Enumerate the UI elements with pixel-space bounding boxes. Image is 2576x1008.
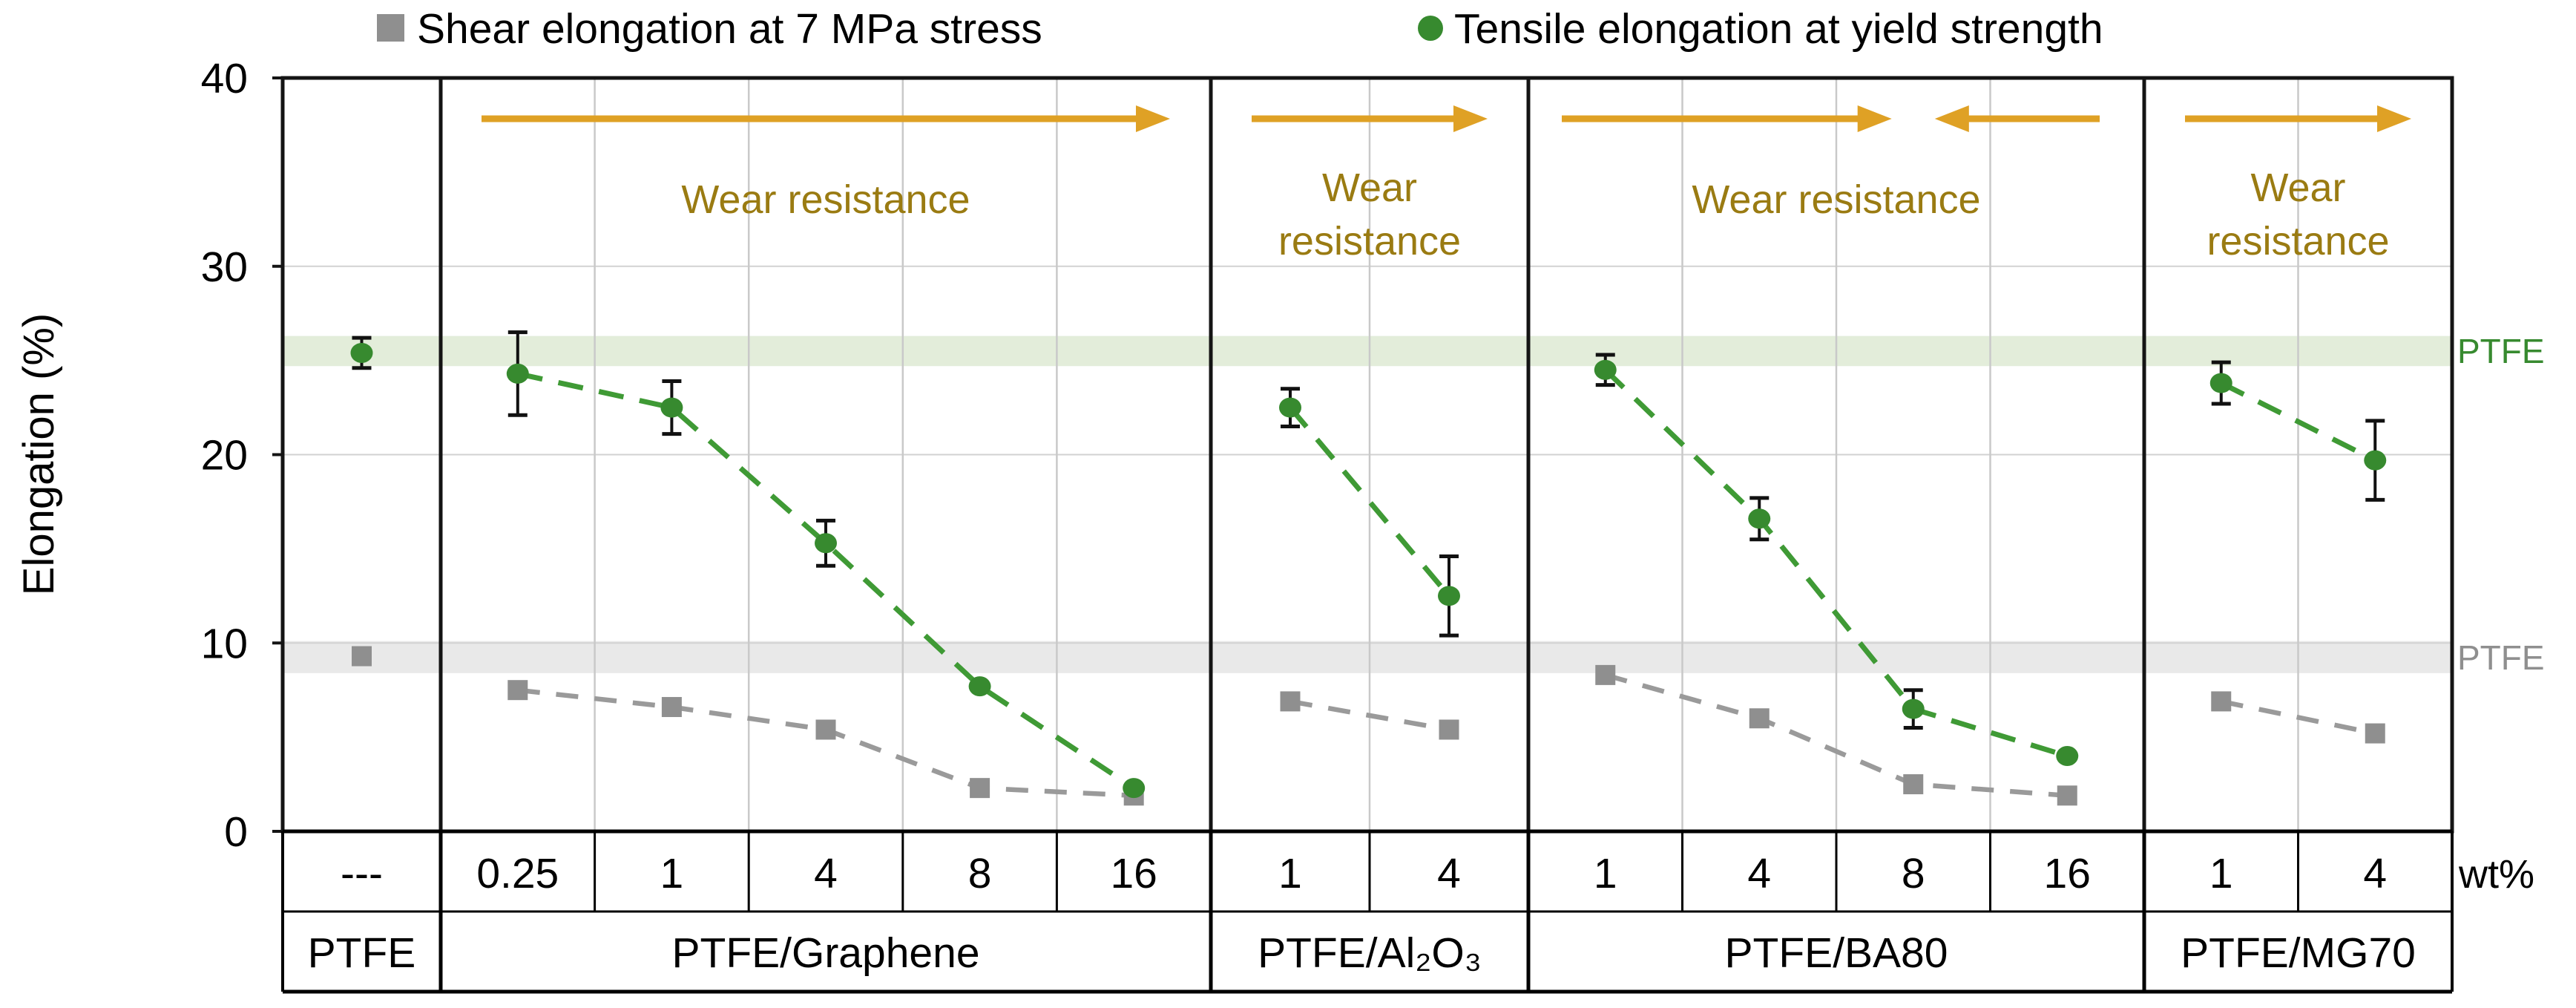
tensile-point (2209, 373, 2232, 393)
wt-value-cell: 4 (1437, 850, 1461, 897)
wt-value-cell: --- (341, 850, 383, 897)
wt-value-cell: 4 (1747, 850, 1771, 897)
legend-tensile-label: Tensile elongation at yield strength (1454, 5, 2103, 53)
material-cell: PTFE/Graphene (671, 929, 979, 977)
tensile-point (815, 533, 837, 554)
y-tick-label: 0 (224, 808, 248, 856)
reference-band-shear (283, 641, 2452, 673)
wear-arrow-left-icon (1934, 105, 1969, 132)
reference-band-label-shear: PTFE (2457, 638, 2545, 677)
wear-annotation: resistance (2207, 219, 2389, 264)
shear-point (1903, 774, 1924, 795)
shear-point (815, 719, 836, 740)
tensile-point (968, 676, 991, 697)
tensile-point (1438, 586, 1460, 606)
wt-value-cell: 1 (2209, 850, 2233, 897)
wear-arrow-right-icon (1136, 105, 1170, 132)
material-cell: PTFE (308, 929, 416, 977)
wear-arrow-right-icon (1453, 105, 1488, 132)
wt-value-cell: 4 (2363, 850, 2387, 897)
shear-point (507, 680, 528, 701)
shear-line (1604, 672, 2068, 799)
shear-point (1749, 708, 1770, 729)
shear-point (1595, 664, 1616, 685)
wear-annotation: Wear resistance (1692, 177, 1980, 222)
wear-annotation: Wear (2250, 166, 2345, 210)
layer-y-ticks: 40 30 20 10 0 (201, 55, 283, 856)
shear-point (352, 646, 372, 667)
material-cell: PTFE/BA80 (1725, 929, 1948, 977)
layer-wear-annotations: Wear resistance Wear resistance Wear resist… (482, 105, 2411, 264)
shear-point (1439, 719, 1459, 740)
y-tick-label: 10 (201, 620, 248, 667)
layer-data-series (350, 330, 2387, 806)
shear-line (1289, 698, 1450, 733)
tensile-point (1123, 778, 1146, 799)
tensile-point (1902, 698, 1925, 719)
shear-point (1280, 691, 1301, 712)
shear-point (2057, 785, 2077, 806)
layer-bottom-table: --- PTFE 0.25 1 4 8 16 PTFE/Graphene 1 4 PTFE/Al₂O… (281, 829, 2454, 994)
wt-value-cell: 1 (1594, 850, 1617, 897)
legend-shear-square-icon (377, 14, 404, 42)
tensile-line (517, 370, 1136, 791)
y-axis-title: Elongation (%) (15, 313, 63, 595)
wear-arrow-right-icon (1857, 105, 1892, 132)
wt-value-cell: 1 (660, 850, 684, 897)
shear-line (2221, 698, 2376, 736)
layer-reference-bands (283, 336, 2452, 673)
tensile-line (2220, 380, 2376, 463)
chart-generated-layers: Wear resistance Wear resistance Wear resist… (201, 55, 2454, 994)
shear-point (970, 778, 990, 799)
wear-arrow-right-icon (2377, 105, 2411, 132)
tensile-point (1279, 397, 1301, 418)
layer-gridlines (283, 78, 2452, 831)
legend-tensile-circle-icon (1418, 16, 1443, 41)
material-cell: PTFE/Al₂O₃ (1258, 929, 1482, 977)
chart-static-labels: Shear elongation at 7 MPa stress Tensile… (15, 5, 2545, 897)
wt-value-cell: 16 (1110, 850, 1157, 897)
tensile-line (1603, 367, 2069, 759)
shear-line (517, 687, 1134, 799)
shear-point (2211, 691, 2232, 712)
tensile-point (1594, 359, 1617, 380)
wt-value-cell: 8 (1902, 850, 1925, 897)
wt-value-cell: 0.25 (476, 850, 559, 897)
material-cell: PTFE/MG70 (2181, 929, 2416, 977)
wt-unit-label: wt% (2458, 852, 2534, 897)
wt-value-cell: 8 (968, 850, 992, 897)
y-tick-label: 20 (201, 432, 248, 480)
wt-value-cell: 1 (1278, 850, 1302, 897)
shear-point (661, 697, 682, 718)
tensile-point (2056, 746, 2079, 766)
shear-point (2365, 723, 2385, 744)
tensile-point (1748, 508, 1771, 529)
y-tick-label: 30 (201, 243, 248, 291)
y-tick-label: 40 (201, 55, 248, 102)
legend-shear-label: Shear elongation at 7 MPa stress (417, 5, 1042, 53)
wear-annotation: resistance (1278, 219, 1461, 264)
tensile-point (2364, 450, 2387, 471)
wear-annotation: Wear (1322, 166, 1417, 210)
tensile-point (350, 342, 373, 363)
layer-axes-frame (280, 76, 2454, 834)
wear-annotation: Wear resistance (681, 177, 970, 222)
reference-band-label-tensile: PTFE (2457, 332, 2545, 370)
wt-value-cell: 4 (814, 850, 838, 897)
wt-value-cell: 16 (2044, 850, 2091, 897)
reference-band-tensile (283, 336, 2452, 367)
tensile-point (506, 363, 529, 384)
tensile-point (660, 397, 683, 418)
